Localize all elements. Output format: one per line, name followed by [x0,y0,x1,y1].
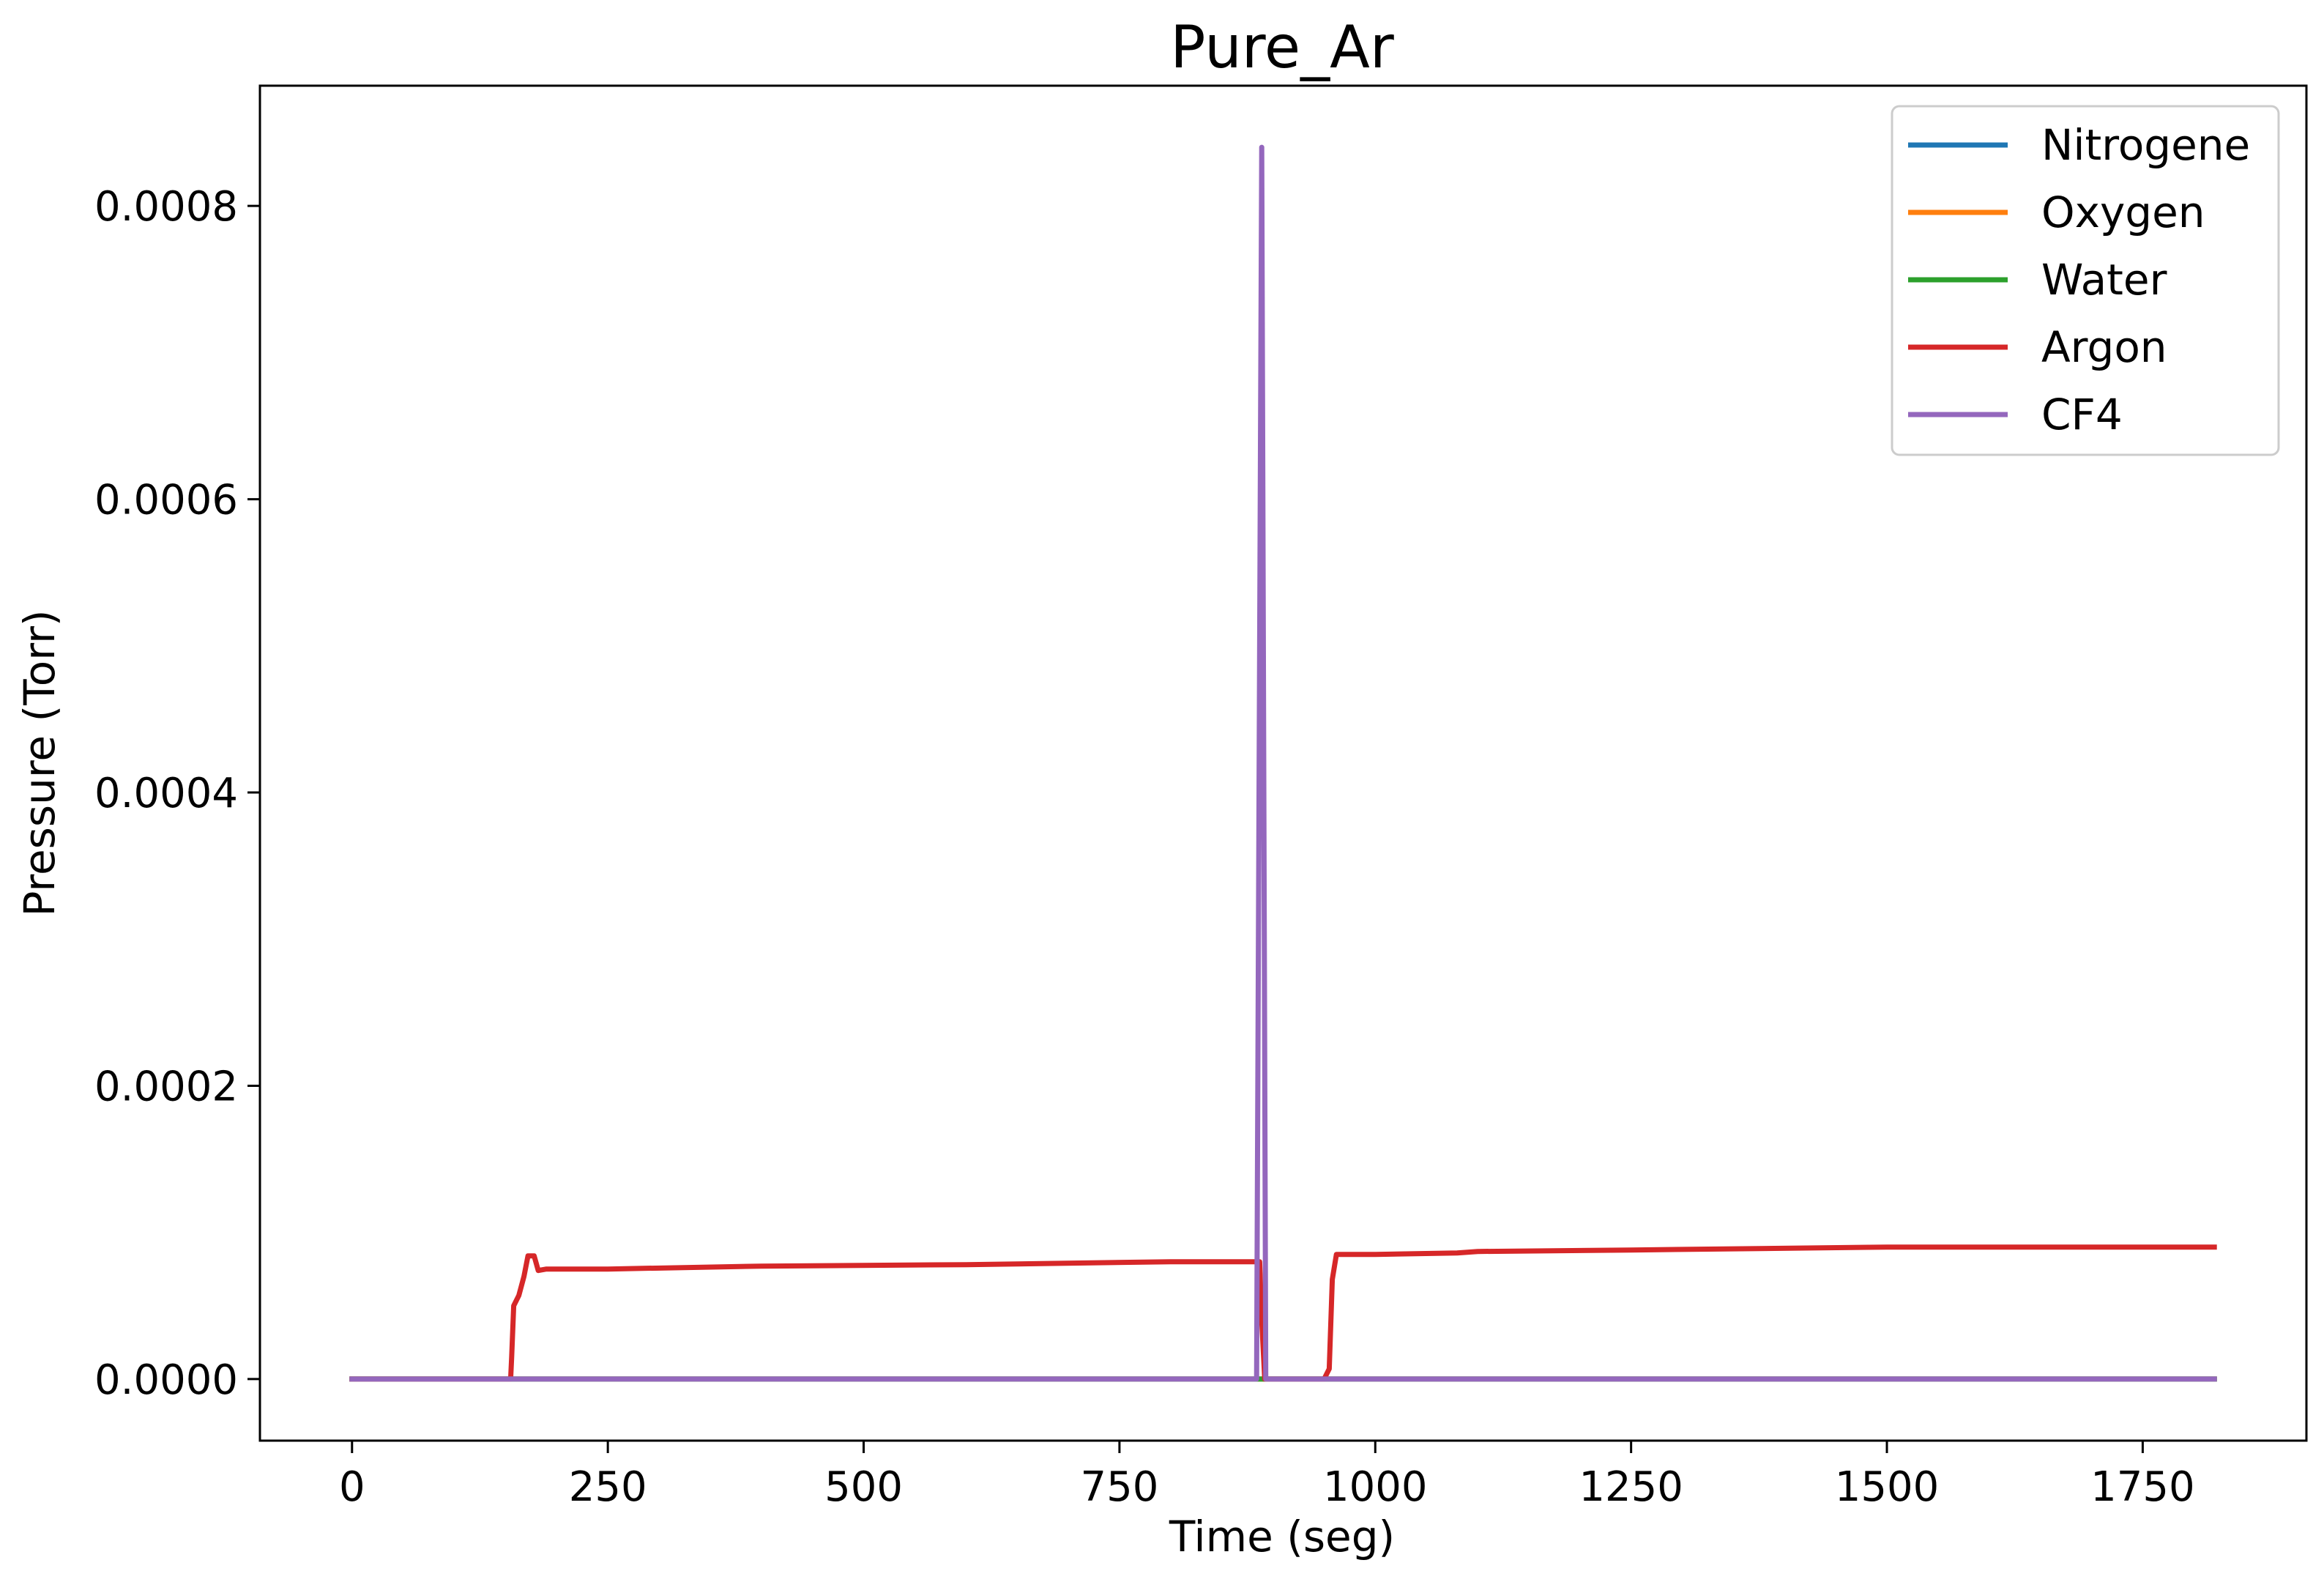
x-tick-label: 500 [824,1463,903,1511]
series-line-argon [349,1244,2217,1382]
y-axis-title: Pressure (Torr) [15,609,64,916]
legend-label-nitrogene: Nitrogene [2041,120,2250,170]
series-layer [349,144,2217,1382]
plot-area [258,84,2308,1442]
y-tick-label: 0.0004 [94,770,238,817]
x-axis-title: Time (seg) [1169,1512,1395,1561]
x-axis: 0 250 500 750 1000 1250 1500 1750 [339,1441,2195,1511]
x-tick-label: 0 [339,1463,365,1511]
x-tick-label: 1500 [1835,1463,1940,1511]
y-tick-label: 0.0000 [94,1356,238,1404]
x-tick-label: 1250 [1579,1463,1683,1511]
legend-box [1891,105,2280,456]
y-tick-label: 0.0006 [94,477,238,524]
legend-label-cf4: CF4 [2041,390,2123,439]
chart-title: Pure_Ar [1170,13,1394,81]
legend-label-oxygen: Oxygen [2041,187,2205,237]
x-tick-label: 750 [1080,1463,1158,1511]
legend-label-argon: Argon [2041,322,2167,372]
plot-frame [258,84,2308,1442]
legend-label-water: Water [2041,255,2167,305]
y-tick-label: 0.0002 [94,1063,238,1110]
y-axis: 0.0000 0.0002 0.0004 0.0006 0.0008 [94,183,260,1404]
y-tick-label: 0.0008 [94,183,238,231]
series-line-cf4 [349,144,2217,1382]
x-tick-label: 1000 [1323,1463,1428,1511]
x-tick-label: 1750 [2090,1463,2195,1511]
legend: Nitrogene Oxygen Water Argon CF4 [1891,105,2280,456]
x-tick-label: 250 [569,1463,647,1511]
